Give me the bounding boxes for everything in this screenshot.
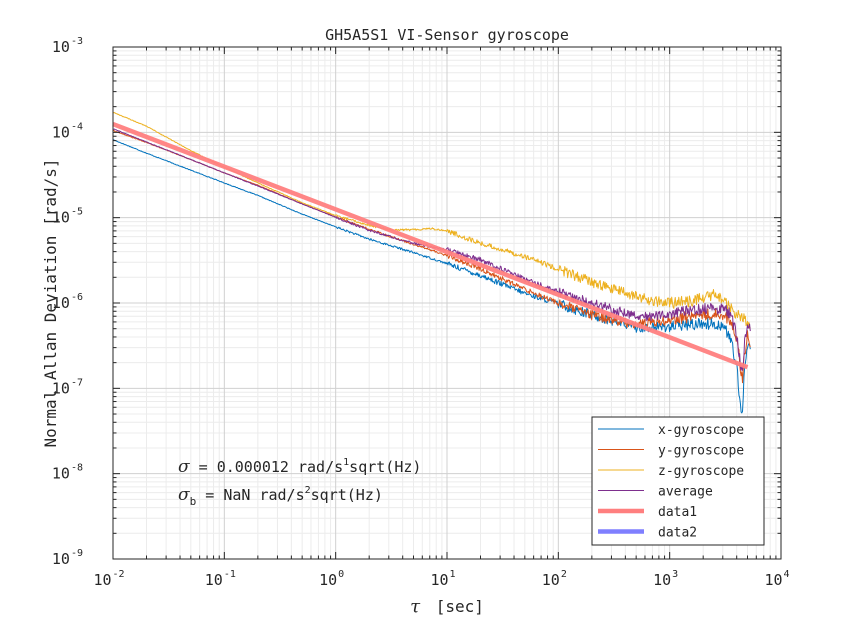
y-tick-label: 10-6	[52, 292, 83, 312]
x-tick-label: 102	[542, 569, 567, 589]
major-grid	[113, 47, 781, 559]
legend-label-z-gyroscope: z-gyroscope	[658, 464, 744, 479]
y-tick-exponent: -4	[71, 121, 83, 132]
y-tick-exponent: -3	[71, 36, 83, 47]
y-tick-base: 10	[52, 38, 70, 56]
x-tick-exponent: 0	[338, 569, 344, 580]
sigma-superscript: 1	[343, 457, 349, 468]
x-tick-label: 10-2	[93, 569, 124, 589]
chart-title: GH5A5S1 VI-Sensor gyroscope	[325, 26, 569, 44]
legend-label-data1: data1	[658, 505, 697, 520]
y-tick-base: 10	[52, 379, 70, 397]
axis-ticks	[112, 46, 782, 560]
x-tick-base: 10	[205, 571, 223, 589]
y-tick-base: 10	[52, 209, 70, 227]
sigma-superscript: 2	[305, 485, 311, 496]
x-tick-exponent: 3	[672, 569, 678, 580]
x-tick-label: 100	[319, 569, 344, 589]
x-tick-exponent: 4	[784, 569, 790, 580]
series-line-data1	[112, 121, 749, 370]
x-tick-exponent: 2	[561, 569, 567, 580]
y-tick-label: 10-3	[52, 36, 83, 56]
y-tick-base: 10	[52, 294, 70, 312]
legend-label-x-gyroscope: x-gyroscope	[658, 423, 744, 438]
y-tick-label: 10-9	[52, 548, 83, 568]
x-tick-label: 101	[430, 569, 455, 589]
legend-label-y-gyroscope: y-gyroscope	[658, 444, 744, 459]
x-tick-base: 10	[764, 571, 782, 589]
y-tick-base: 10	[52, 465, 70, 483]
x-axis-label: τ [sec]	[410, 596, 484, 617]
y-tick-exponent: -5	[71, 207, 83, 218]
y-tick-exponent: -7	[71, 377, 83, 388]
x-tick-label: 104	[764, 569, 789, 589]
legend-label-average: average	[658, 485, 713, 500]
legend: x-gyroscope y-gyroscope z-gyroscope average…	[591, 416, 765, 546]
sigma-annotation: σ = 0.000012 rad/s1sqrt(Hz)	[178, 457, 421, 477]
x-tick-base: 10	[653, 571, 671, 589]
sigma-value: = 0.000012 rad/s	[190, 458, 344, 476]
x-tick-base: 10	[542, 571, 560, 589]
sigma-unit: sqrt(Hz)	[349, 458, 421, 476]
sigma-symbol: σ	[178, 457, 190, 477]
y-tick-label: 10-4	[52, 121, 83, 141]
y-tick-label: 10-5	[52, 207, 83, 227]
x-tick-base: 10	[319, 571, 337, 589]
x-tick-label: 10-1	[205, 569, 236, 589]
y-tick-base: 10	[52, 123, 70, 141]
series-layer	[112, 111, 751, 414]
x-tick-label: 103	[653, 569, 678, 589]
y-tick-exponent: -6	[71, 292, 83, 303]
y-tick-exponent: -8	[71, 463, 83, 474]
x-tick-exponent: -1	[224, 569, 236, 580]
sigma-symbol: σ	[178, 485, 190, 505]
legend-label-data2: data2	[658, 526, 697, 541]
sigma-unit: sqrt(Hz)	[311, 486, 383, 504]
y-tick-base: 10	[52, 550, 70, 568]
y-axis-label: Normal Allan Deviation [rad/s]	[41, 159, 60, 448]
annotations: σ = 0.000012 rad/s1sqrt(Hz)σb = NaN rad/…	[178, 457, 421, 508]
x-tick-base: 10	[430, 571, 448, 589]
y-tick-exponent: -9	[71, 548, 83, 559]
legend-box	[591, 416, 765, 546]
y-tick-label: 10-8	[52, 463, 83, 483]
sigma-annotation: σb = NaN rad/s2sqrt(Hz)	[178, 485, 383, 508]
x-axis-unit: [sec]	[436, 597, 484, 616]
sigma-value: = NaN rad/s	[196, 486, 304, 504]
x-tick-exponent: 1	[450, 569, 456, 580]
tau-symbol: τ	[410, 596, 421, 617]
x-tick-base: 10	[93, 571, 111, 589]
y-tick-labels: 10-910-810-710-610-510-410-3	[52, 36, 83, 568]
x-tick-exponent: -2	[113, 569, 125, 580]
y-tick-label: 10-7	[52, 377, 83, 397]
x-tick-labels: 10-2 10-1 100 101 102 103 104	[93, 569, 789, 589]
sigma-subscript: b	[190, 495, 197, 508]
